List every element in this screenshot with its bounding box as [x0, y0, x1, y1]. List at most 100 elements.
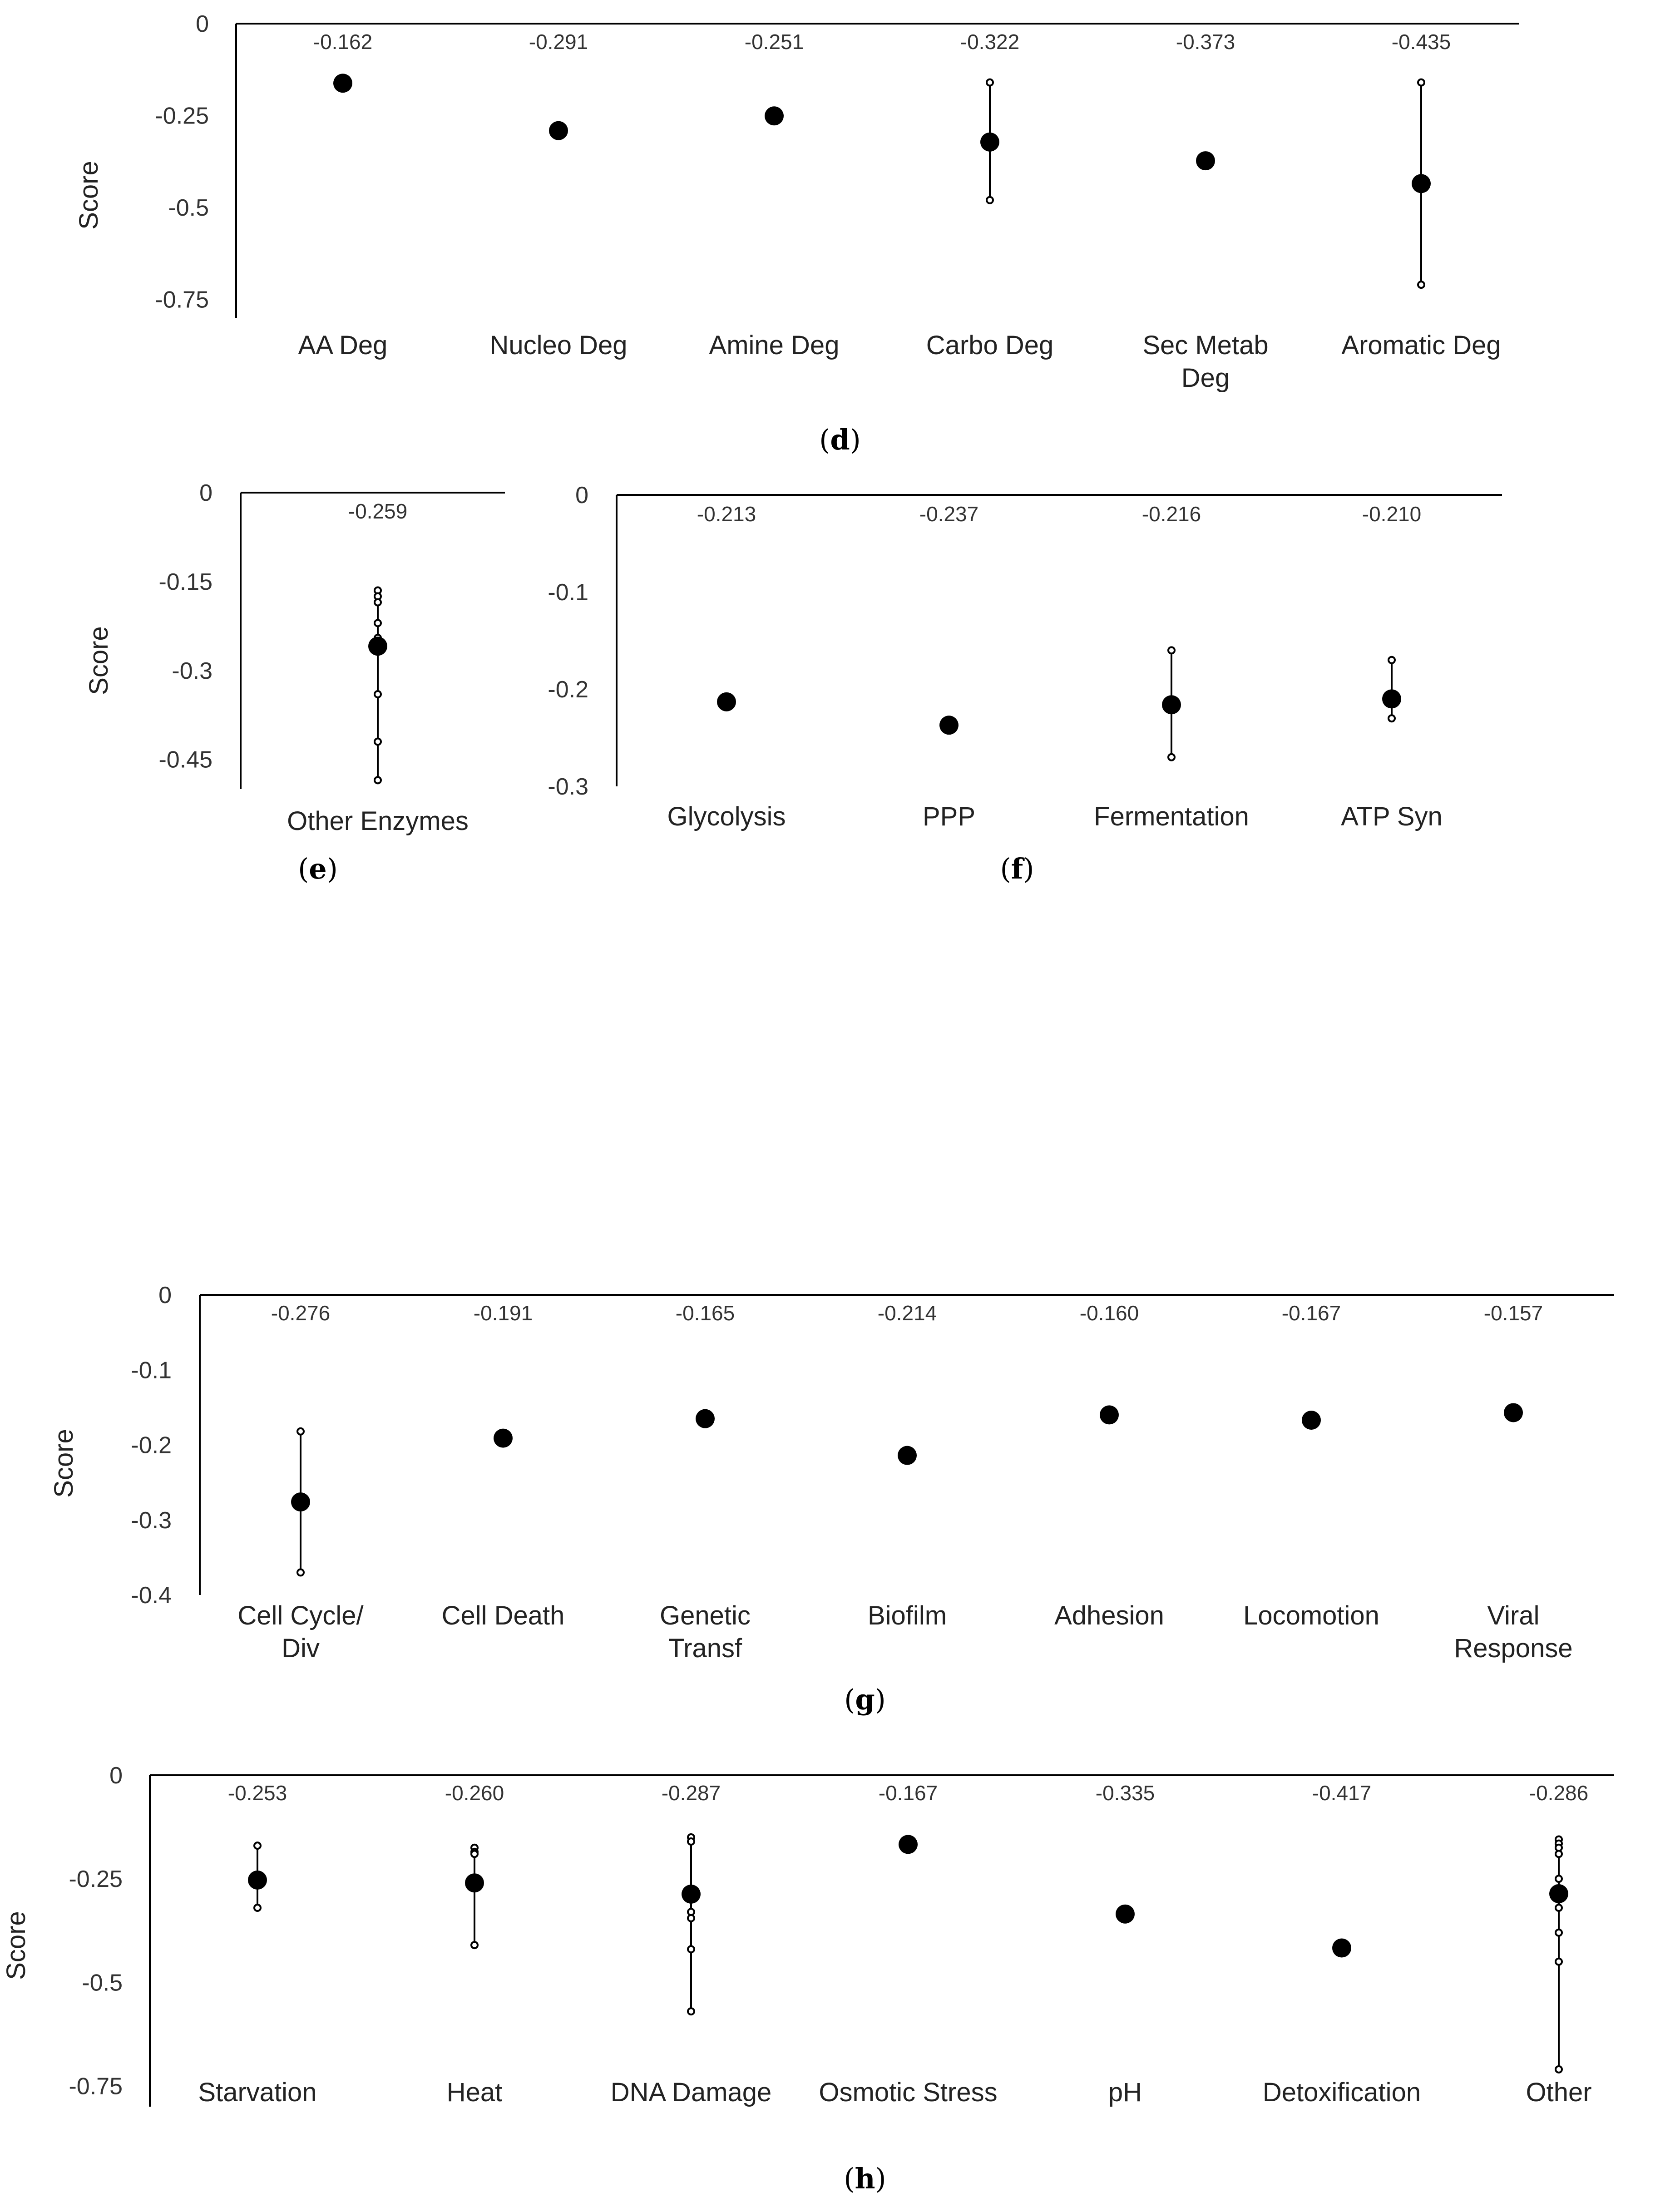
- individual-point: [296, 1568, 305, 1577]
- mean-value-label: -0.291: [529, 30, 588, 54]
- individual-point: [374, 598, 382, 607]
- category-label: Viral: [1487, 1601, 1540, 1630]
- category-label: Heat: [447, 2078, 503, 2107]
- category-label: DNA Damage: [611, 2078, 772, 2107]
- y-axis-label: Score: [84, 626, 114, 695]
- mean-point: [898, 1446, 917, 1465]
- mean-point: [765, 106, 784, 126]
- category-label: PPP: [923, 802, 975, 831]
- mean-point: [696, 1409, 715, 1428]
- chart-panel-h: 0 -0.25 -0.5 -0.75 Score -0.253 Starvation -0.2…: [1, 1763, 1614, 2195]
- mean-point: [1412, 174, 1431, 193]
- mean-value-label: -0.251: [745, 30, 804, 54]
- y-tick-label: -0.15: [158, 569, 212, 595]
- category-label: pH: [1108, 2078, 1142, 2107]
- individual-point: [1555, 1875, 1563, 1883]
- mean-value-label: -0.435: [1392, 30, 1451, 54]
- mean-value-label: -0.214: [878, 1301, 937, 1325]
- individual-point: [687, 1945, 695, 1954]
- mean-value-label: -0.259: [348, 499, 407, 523]
- y-tick-label: -0.1: [131, 1357, 172, 1383]
- panel-label: (h): [844, 2162, 886, 2195]
- category-label: Aromatic Deg: [1341, 331, 1501, 360]
- y-tick-label: 0: [575, 482, 588, 509]
- individual-point: [1167, 753, 1176, 761]
- mean-point: [1382, 689, 1401, 709]
- individual-point: [687, 1837, 695, 1846]
- chart-panel-f: 0 -0.1 -0.2 -0.3 -0.213 Glycolysis -0.237 PPP -0…: [548, 482, 1502, 885]
- individual-point: [1417, 281, 1425, 289]
- mean-value-label: -0.287: [662, 1781, 721, 1805]
- individual-point: [1555, 1957, 1563, 1966]
- individual-point: [1555, 1928, 1563, 1937]
- mean-point: [682, 1884, 701, 1904]
- category-label: Sec Metab: [1142, 331, 1268, 360]
- category-label: Detoxification: [1263, 2078, 1421, 2107]
- mean-point: [333, 74, 352, 93]
- mean-value-label: -0.373: [1176, 30, 1235, 54]
- mean-value-label: -0.417: [1312, 1781, 1371, 1805]
- y-tick-label: -0.4: [131, 1582, 172, 1609]
- mean-point: [1549, 1884, 1568, 1903]
- y-tick-label: 0: [199, 480, 212, 506]
- category-label: Cell Death: [442, 1601, 565, 1630]
- category-label: AA Deg: [298, 331, 388, 360]
- individual-point: [296, 1427, 305, 1436]
- mean-value-label: -0.335: [1096, 1781, 1155, 1805]
- individual-point: [986, 196, 994, 204]
- individual-point: [253, 1904, 262, 1912]
- category-label: Div: [282, 1634, 320, 1663]
- y-tick-label: -0.75: [69, 2073, 123, 2099]
- category-label: Glycolysis: [667, 802, 786, 831]
- y-tick-label: -0.25: [69, 1866, 123, 1892]
- y-tick-label: -0.2: [548, 676, 588, 703]
- category-label: Other Enzymes: [287, 806, 469, 836]
- y-axis-label: Score: [49, 1429, 79, 1498]
- mean-point: [717, 692, 736, 711]
- mean-point: [1332, 1938, 1351, 1958]
- individual-point: [374, 619, 382, 627]
- y-tick-label: -0.45: [158, 747, 212, 773]
- mean-point: [1116, 1904, 1135, 1924]
- individual-point: [1417, 78, 1425, 87]
- y-tick-label: -0.3: [548, 774, 588, 800]
- mean-point: [291, 1492, 310, 1512]
- panel-label: (d): [819, 423, 861, 456]
- individual-point: [986, 78, 994, 87]
- individual-point: [374, 776, 382, 785]
- individual-point: [687, 2007, 695, 2016]
- chart-panel-d: 0 -0.25 -0.5 -0.75 Score -0.162 AA Deg -0.291 Nu…: [74, 11, 1519, 456]
- y-tick-label: -0.75: [155, 287, 209, 313]
- mean-value-label: -0.157: [1484, 1301, 1543, 1325]
- panel-label: (e): [298, 852, 338, 885]
- category-label: Osmotic Stress: [819, 2078, 997, 2107]
- mean-point: [368, 637, 387, 656]
- mean-value-label: -0.286: [1529, 1781, 1588, 1805]
- mean-point: [549, 121, 568, 140]
- chart-panel-e: 0 -0.15 -0.3 -0.45 Score -0.259 Other Enzymes (…: [84, 480, 505, 885]
- mean-point: [1504, 1403, 1523, 1422]
- y-tick-label: -0.1: [548, 579, 588, 606]
- mean-point: [248, 1870, 267, 1890]
- individual-point: [1555, 1904, 1563, 1912]
- y-axis-label: Score: [74, 161, 104, 230]
- individual-point: [1555, 1850, 1563, 1858]
- mean-point: [1100, 1405, 1119, 1425]
- individual-point: [253, 1842, 262, 1850]
- panel-label: (g): [844, 1683, 886, 1716]
- category-label: Nucleo Deg: [489, 331, 627, 360]
- y-tick-label: 0: [158, 1282, 172, 1308]
- individual-point: [1555, 2065, 1563, 2074]
- mean-point: [939, 716, 959, 735]
- category-label: Amine Deg: [709, 331, 840, 360]
- mean-point: [494, 1428, 513, 1448]
- individual-point: [687, 1914, 695, 1922]
- mean-value-label: -0.276: [271, 1301, 330, 1325]
- category-label: Response: [1454, 1634, 1572, 1663]
- mean-value-label: -0.160: [1080, 1301, 1139, 1325]
- individual-point: [470, 1850, 479, 1858]
- category-label: Biofilm: [868, 1601, 947, 1630]
- category-label: Adhesion: [1054, 1601, 1164, 1630]
- mean-value-label: -0.191: [474, 1301, 533, 1325]
- category-label: Carbo Deg: [926, 331, 1053, 360]
